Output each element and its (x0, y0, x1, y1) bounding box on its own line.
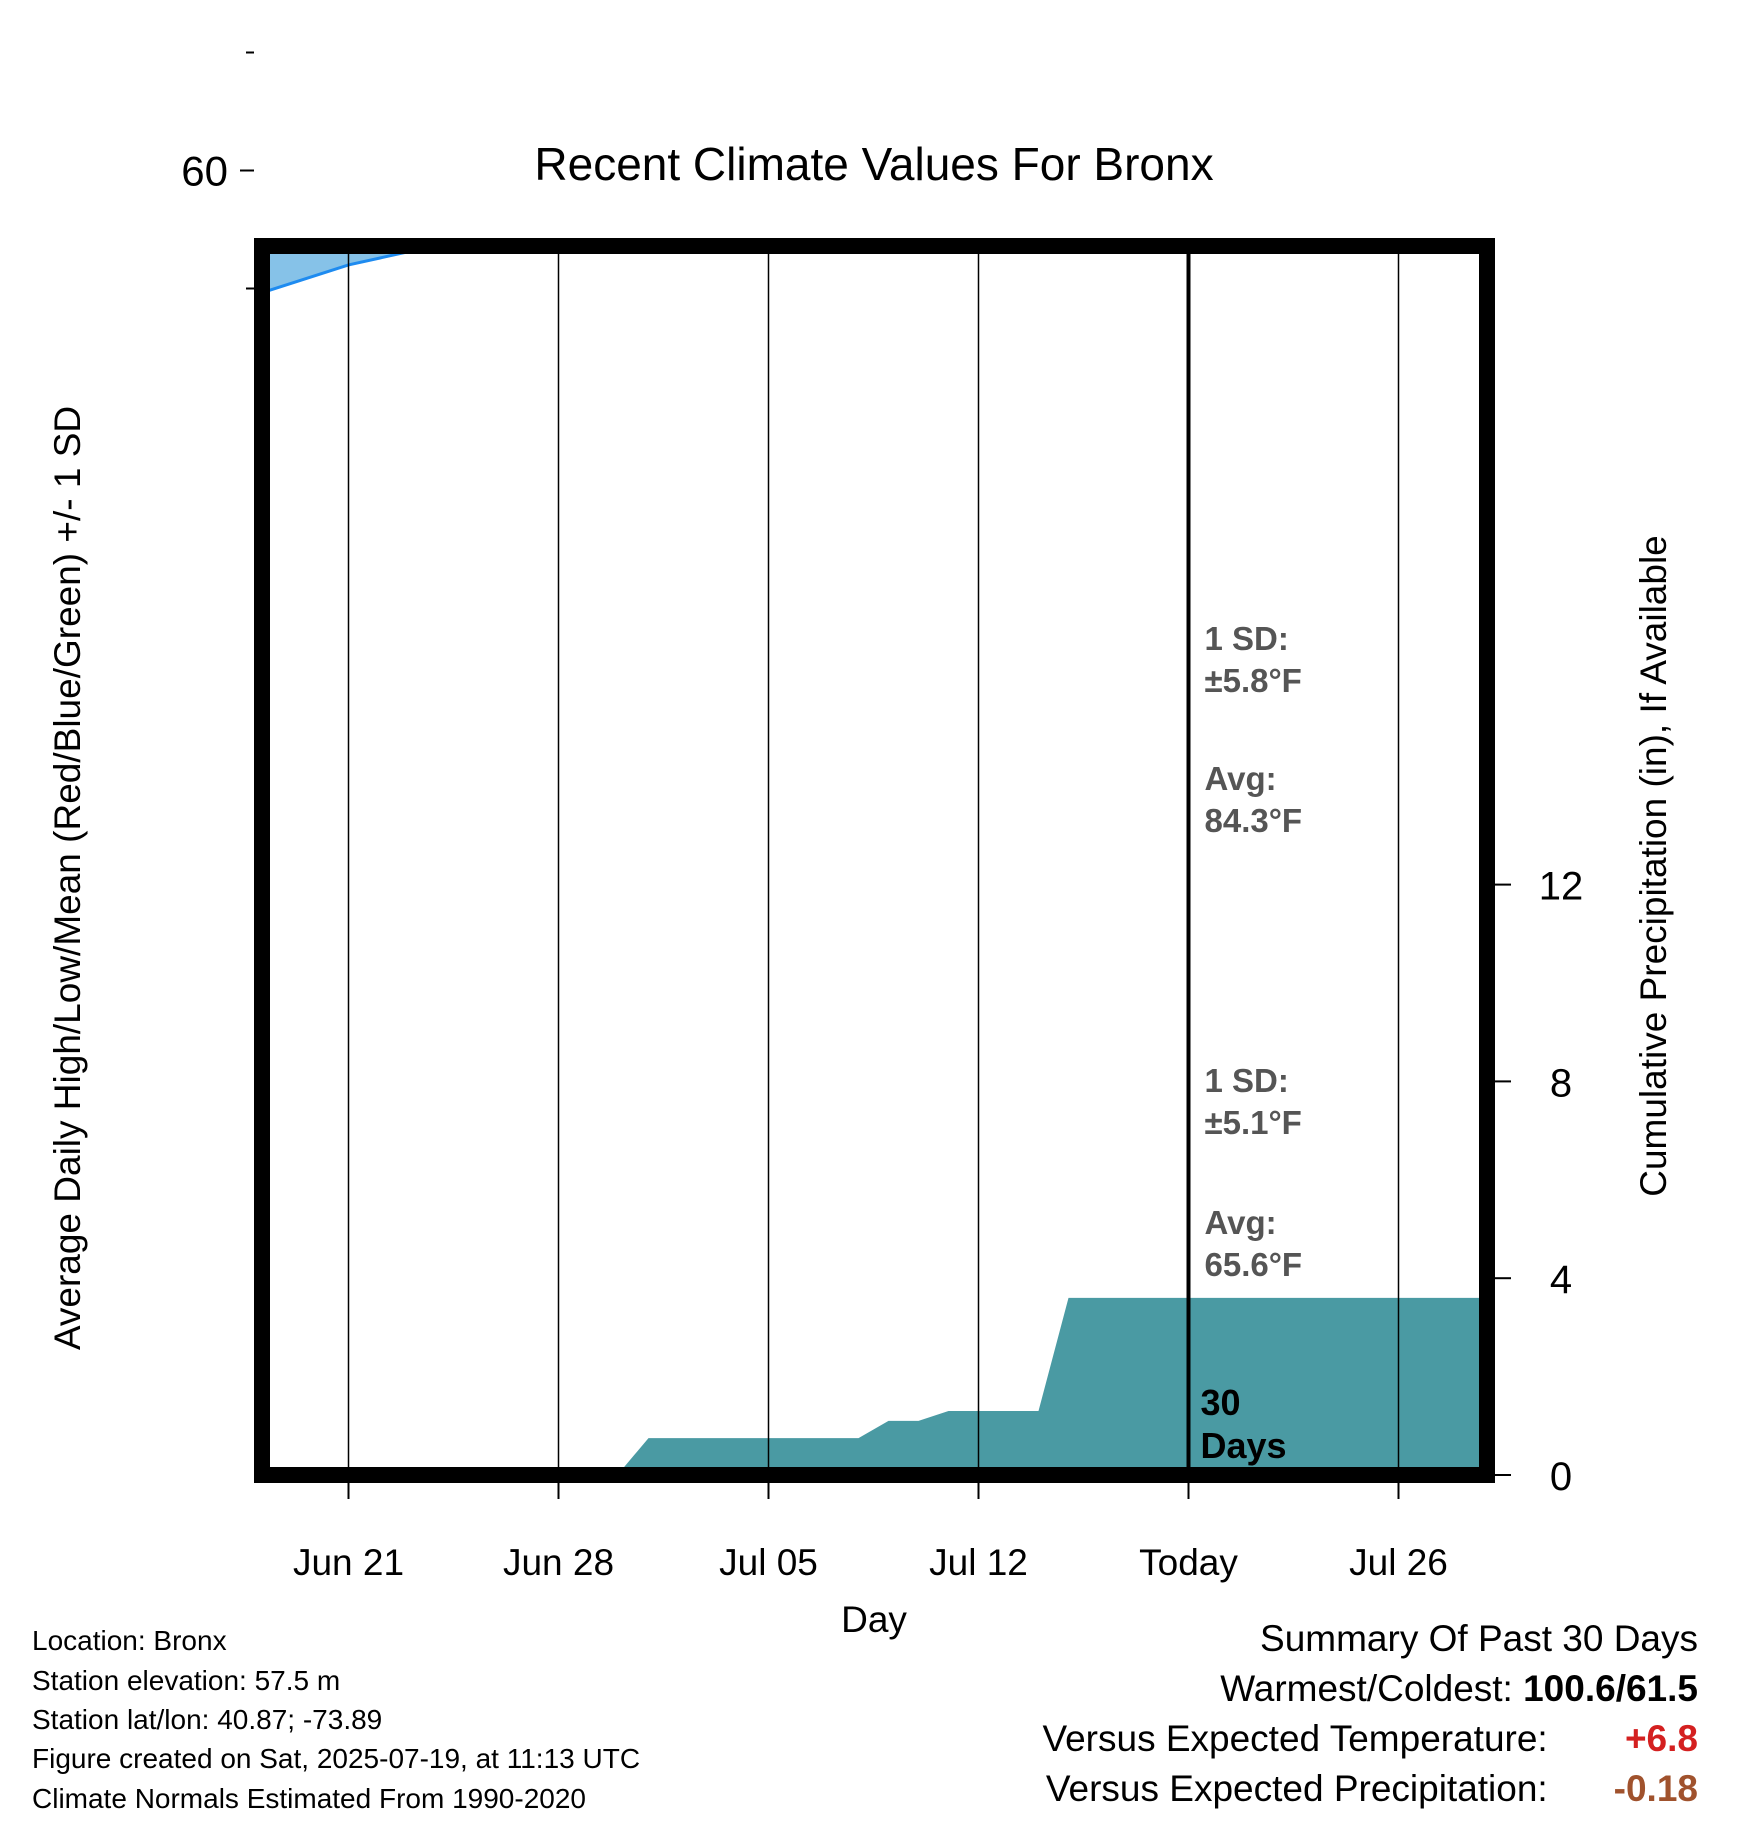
x-tick-label: Jul 05 (719, 1542, 818, 1583)
info-created: Figure created on Sat, 2025-07-19, at 11… (32, 1743, 641, 1774)
summary-temp-value: +6.8 (1624, 1718, 1698, 1759)
annotation-high-avg-value: 84.3°F (1205, 802, 1303, 839)
y2-tick-label: 12 (1539, 865, 1584, 909)
low-band-upper-edge (268, 0, 1495, 27)
summary-warmest-value: 100.6/61.5 (1523, 1668, 1698, 1709)
daily-low-point (488, 42, 510, 64)
x-tick-label: Jul 12 (929, 1542, 1028, 1583)
x-tick-label: Jun 21 (293, 1542, 404, 1583)
annotation-low-sd: 1 SD: (1205, 1062, 1289, 1099)
y2-tick-label: 0 (1550, 1455, 1572, 1499)
plot-area: 1 SD: ±5.8°F Avg: 84.3°F 1 SD: ±5.1°F Avg: 65.6… (47, 0, 1674, 1640)
annotation-low-avg-value: 65.6°F (1205, 1246, 1303, 1283)
info-latlon: Station lat/lon: 40.87; -73.89 (32, 1704, 383, 1735)
y2-tick-label: 8 (1550, 1061, 1572, 1105)
plot-frame (254, 238, 1495, 1483)
summary-temp-label: Versus Expected Temperature: (1042, 1718, 1548, 1759)
today-label-line2: Days (1201, 1425, 1287, 1466)
chart-title: Recent Climate Values For Bronx (534, 138, 1213, 190)
x-tick-label: Today (1139, 1542, 1238, 1583)
info-elevation: Station elevation: 57.5 m (32, 1665, 341, 1696)
x-tick-label: Jun 28 (503, 1542, 614, 1583)
daily-low-point (518, 65, 540, 87)
summary-precip: Versus Expected Precipitation: -0.18 (1046, 1768, 1698, 1810)
summary-warmest-label: Warmest/Coldest: (1220, 1668, 1513, 1709)
daily-low-point (728, 8, 750, 30)
annotation-high-sd: 1 SD: (1205, 620, 1289, 657)
daily-low-point (758, 18, 780, 40)
today-label-line1: 30 (1201, 1382, 1241, 1423)
y-axis-label: Average Daily High/Low/Mean (Red/Blue/Gr… (47, 406, 88, 1350)
low-sd-band (267, 246, 435, 291)
info-location: Location: Bronx (32, 1625, 227, 1656)
annotation-high-sd-value: ±5.8°F (1205, 662, 1302, 699)
summary-temp: Versus Expected Temperature: +6.8 (1042, 1718, 1698, 1760)
y-tick-label: 60 (181, 148, 228, 195)
summary-warmest: Warmest/Coldest: 100.6/61.5 (1220, 1668, 1698, 1710)
plot-inner: 1 SD: ±5.8°F Avg: 84.3°F 1 SD: ±5.1°F Avg: 65.6… (267, 0, 1495, 1475)
precip-area (267, 1297, 1487, 1475)
x-tick-label: Jul 26 (1349, 1542, 1448, 1583)
annotation-low-avg: Avg: (1205, 1204, 1277, 1241)
today-low-avg-marker (1175, 22, 1203, 50)
summary-precip-label: Versus Expected Precipitation: (1045, 1768, 1548, 1809)
y2-axis-label: Cumulative Precipitation (in), If Availa… (1633, 535, 1674, 1197)
info-normals: Climate Normals Estimated From 1990-2020 (32, 1783, 586, 1814)
annotation-low-sd-value: ±5.1°F (1205, 1104, 1302, 1141)
annotation-high-avg: Avg: (1205, 760, 1277, 797)
x-axis-label: Day (841, 1599, 907, 1640)
summary-title: Summary Of Past 30 Days (1260, 1618, 1698, 1659)
summary-precip-value: -0.18 (1613, 1768, 1698, 1809)
y2-tick-label: 4 (1550, 1258, 1572, 1302)
